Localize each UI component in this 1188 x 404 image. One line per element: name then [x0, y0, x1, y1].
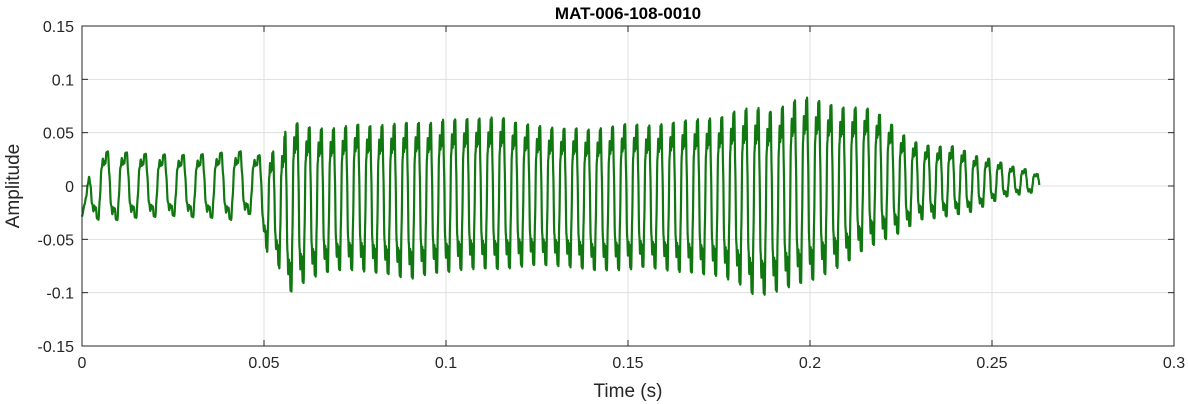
ticks: 0 0.05 0.1 0.15 0.2 0.25 0.3 -0.15 -0.1 -0.05 0 0.0… [38, 19, 1186, 372]
x-tick-label: 0.2 [799, 355, 821, 372]
series-line [80, 96, 1041, 296]
grid-lines [81, 25, 1175, 347]
y-tick-label: 0 [65, 179, 74, 196]
x-tick-label: 0.05 [248, 355, 279, 372]
x-tick-label: 0.1 [435, 355, 457, 372]
x-tick-label: 0.25 [976, 355, 1007, 372]
x-tick-label: 0 [78, 355, 87, 372]
chart-title: MAT-006-108-0010 [555, 4, 701, 23]
x-tick-label: 0.3 [1163, 355, 1185, 372]
y-tick-label: -0.1 [46, 286, 74, 303]
y-tick-label: 0.1 [52, 72, 74, 89]
y-axis-label: Amplitude [3, 144, 24, 229]
x-tick-label: 0.15 [612, 355, 643, 372]
x-axis-label: Time (s) [594, 381, 663, 402]
y-tick-label: -0.15 [38, 339, 75, 356]
y-tick-label: -0.05 [38, 232, 75, 249]
series-layer [80, 96, 1041, 296]
y-tick-label: 0.05 [43, 126, 74, 143]
y-tick-label: 0.15 [43, 19, 74, 36]
